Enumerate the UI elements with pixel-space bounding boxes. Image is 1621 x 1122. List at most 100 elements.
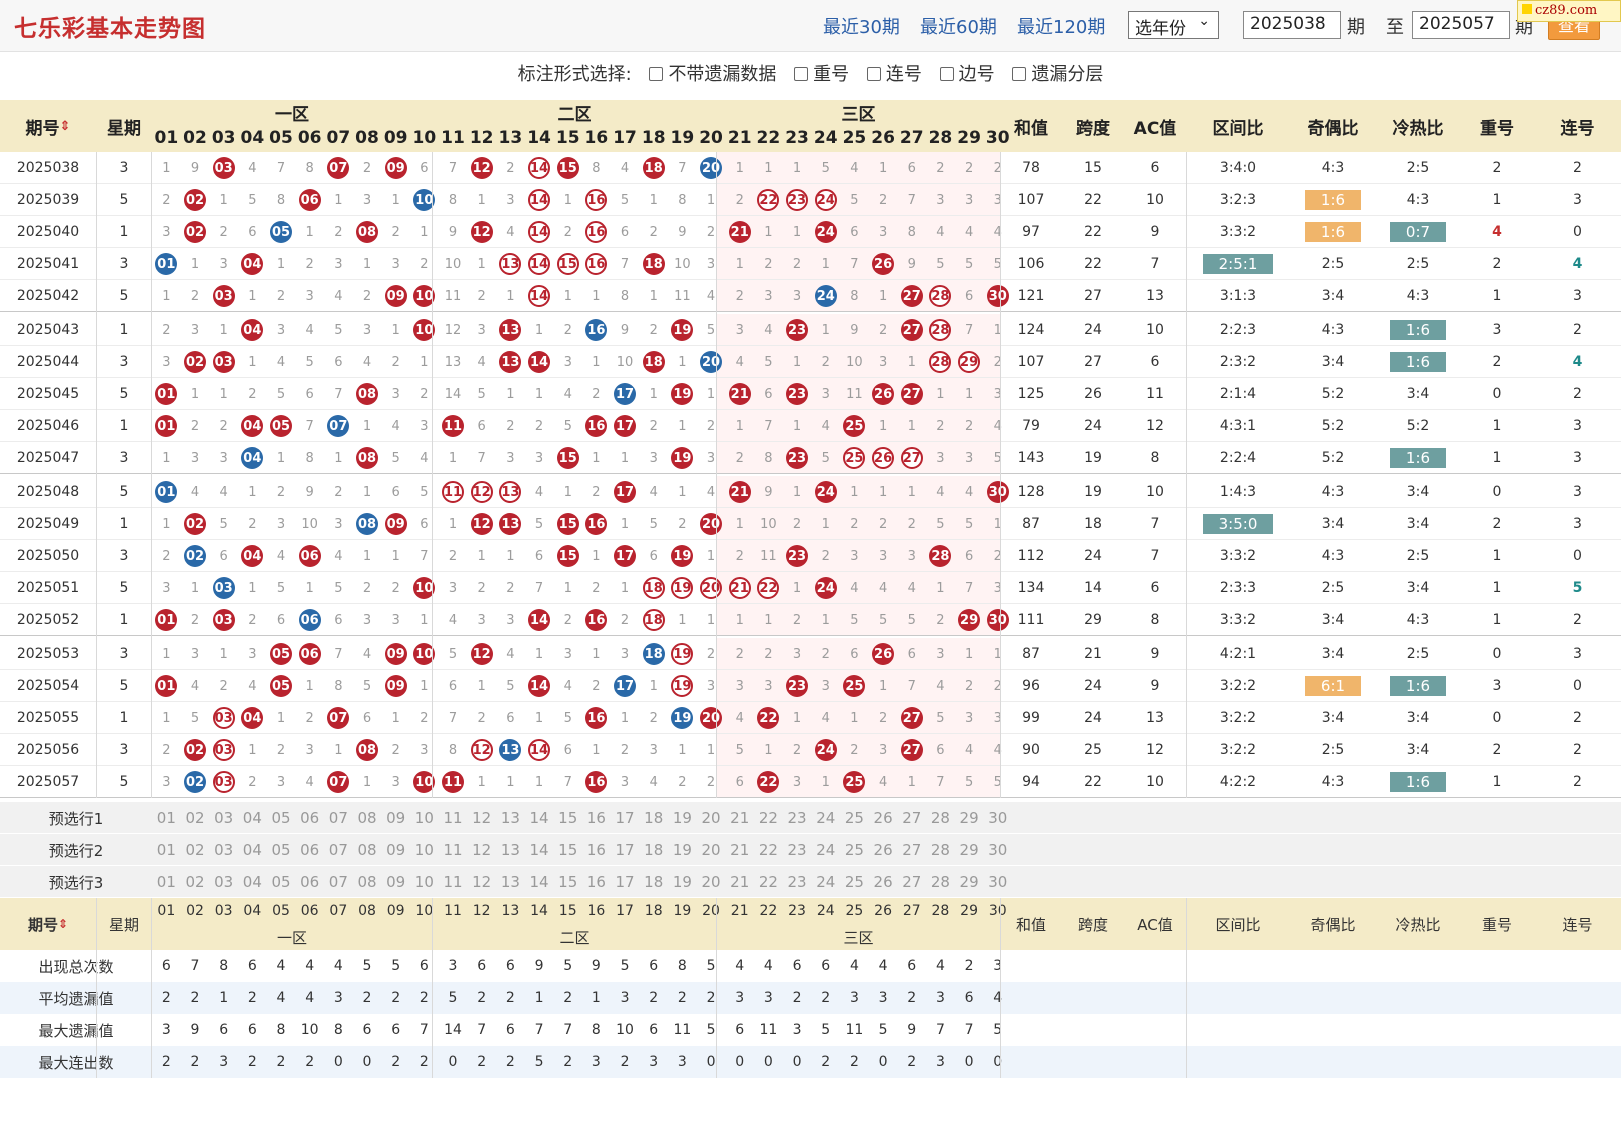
preselect-number[interactable]: 30: [988, 809, 1008, 827]
preselect-number[interactable]: 04: [242, 841, 262, 859]
preselect-number[interactable]: 05: [271, 841, 291, 859]
preselect-number[interactable]: 02: [185, 873, 205, 891]
preselect-number[interactable]: 29: [959, 873, 979, 891]
preselect-number[interactable]: 16: [586, 841, 606, 859]
preselect-number[interactable]: 20: [701, 809, 721, 827]
preselect-number[interactable]: 15: [558, 873, 578, 891]
preselect-number[interactable]: 19: [672, 873, 692, 891]
preselect-number[interactable]: 13: [500, 841, 520, 859]
checkbox-icon[interactable]: [866, 67, 881, 81]
preselect-number[interactable]: 12: [472, 809, 492, 827]
preselect-number[interactable]: 21: [730, 873, 750, 891]
preselect-number[interactable]: 22: [758, 809, 778, 827]
preselect-number[interactable]: 22: [758, 841, 778, 859]
preselect-number[interactable]: 07: [328, 841, 348, 859]
preselect-number[interactable]: 25: [844, 873, 864, 891]
preselect-number[interactable]: 05: [271, 873, 291, 891]
preselect-number[interactable]: 19: [672, 841, 692, 859]
preselect-number[interactable]: 29: [959, 809, 979, 827]
preselect-number[interactable]: 18: [644, 841, 664, 859]
preselect-number[interactable]: 30: [988, 841, 1008, 859]
preselect-number[interactable]: 09: [386, 841, 406, 859]
preselect-number[interactable]: 24: [816, 809, 836, 827]
preselect-number[interactable]: 03: [214, 873, 234, 891]
year-select[interactable]: 选年份 ⌄: [1128, 11, 1219, 39]
preselect-number[interactable]: 01: [156, 873, 176, 891]
preselect-number[interactable]: 19: [672, 809, 692, 827]
from-issue-input[interactable]: 2025038: [1243, 11, 1341, 39]
option-no-missing[interactable]: 不带遗漏数据: [649, 60, 776, 86]
preselect-number[interactable]: 28: [930, 841, 950, 859]
option-layered[interactable]: 遗漏分层: [1012, 60, 1103, 86]
preselect-number[interactable]: 16: [586, 873, 606, 891]
preselect-number[interactable]: 02: [185, 841, 205, 859]
preselect-number[interactable]: 12: [472, 873, 492, 891]
preselect-number[interactable]: 23: [787, 809, 807, 827]
preselect-number[interactable]: 26: [873, 841, 893, 859]
checkbox-icon[interactable]: [1012, 67, 1027, 81]
preselect-number[interactable]: 18: [644, 873, 664, 891]
preselect-number[interactable]: 14: [529, 809, 549, 827]
preselect-number[interactable]: 20: [701, 873, 721, 891]
option-consecutive[interactable]: 连号: [866, 60, 922, 86]
preselect-number[interactable]: 09: [386, 873, 406, 891]
preselect-number[interactable]: 15: [558, 809, 578, 827]
preselect-number[interactable]: 03: [214, 809, 234, 827]
preselect-number[interactable]: 12: [472, 841, 492, 859]
preselect-number[interactable]: 08: [357, 841, 377, 859]
preselect-number[interactable]: 10: [414, 873, 434, 891]
option-repeat[interactable]: 重号: [794, 60, 849, 86]
preselect-number[interactable]: 21: [730, 841, 750, 859]
preselect-number[interactable]: 17: [615, 873, 635, 891]
preselect-number[interactable]: 23: [787, 873, 807, 891]
preselect-number[interactable]: 05: [271, 809, 291, 827]
preselect-number[interactable]: 14: [529, 841, 549, 859]
preselect-number[interactable]: 27: [902, 809, 922, 827]
checkbox-icon[interactable]: [939, 67, 954, 81]
preselect-number[interactable]: 13: [500, 873, 520, 891]
option-edge[interactable]: 边号: [939, 60, 995, 86]
preselect-number[interactable]: 09: [386, 809, 406, 827]
preselect-number[interactable]: 26: [873, 873, 893, 891]
preselect-number[interactable]: 08: [357, 809, 377, 827]
preselect-number[interactable]: 07: [328, 873, 348, 891]
checkbox-icon[interactable]: [649, 67, 664, 81]
preselect-number[interactable]: 28: [930, 873, 950, 891]
preselect-number[interactable]: 29: [959, 841, 979, 859]
preselect-number[interactable]: 26: [873, 809, 893, 827]
recent-60-link[interactable]: 最近60期: [920, 17, 997, 38]
preselect-number[interactable]: 27: [902, 873, 922, 891]
preselect-number[interactable]: 06: [300, 873, 320, 891]
preselect-number[interactable]: 14: [529, 873, 549, 891]
preselect-number[interactable]: 17: [615, 809, 635, 827]
sort-arrow-icon[interactable]: ⇕: [59, 118, 71, 134]
preselect-number[interactable]: 27: [902, 841, 922, 859]
recent-120-link[interactable]: 最近120期: [1017, 17, 1106, 38]
preselect-number[interactable]: 24: [816, 841, 836, 859]
preselect-number[interactable]: 02: [185, 809, 205, 827]
preselect-number[interactable]: 20: [701, 841, 721, 859]
preselect-number[interactable]: 06: [300, 809, 320, 827]
preselect-number[interactable]: 04: [242, 809, 262, 827]
preselect-number[interactable]: 21: [730, 809, 750, 827]
preselect-number[interactable]: 30: [988, 873, 1008, 891]
preselect-number[interactable]: 01: [156, 841, 176, 859]
preselect-number[interactable]: 11: [443, 809, 463, 827]
preselect-number[interactable]: 07: [328, 809, 348, 827]
preselect-number[interactable]: 06: [300, 841, 320, 859]
preselect-number[interactable]: 11: [443, 841, 463, 859]
preselect-number[interactable]: 22: [758, 873, 778, 891]
preselect-number[interactable]: 04: [242, 873, 262, 891]
preselect-number[interactable]: 18: [644, 809, 664, 827]
sort-arrow-icon[interactable]: ⇕: [57, 917, 69, 931]
preselect-number[interactable]: 11: [443, 873, 463, 891]
recent-30-link[interactable]: 最近30期: [823, 17, 900, 38]
preselect-number[interactable]: 15: [558, 841, 578, 859]
preselect-number[interactable]: 10: [414, 809, 434, 827]
preselect-number[interactable]: 13: [500, 809, 520, 827]
preselect-number[interactable]: 10: [414, 841, 434, 859]
to-issue-input[interactable]: 2025057: [1412, 11, 1510, 39]
preselect-number[interactable]: 23: [787, 841, 807, 859]
preselect-number[interactable]: 03: [214, 841, 234, 859]
preselect-number[interactable]: 25: [844, 809, 864, 827]
